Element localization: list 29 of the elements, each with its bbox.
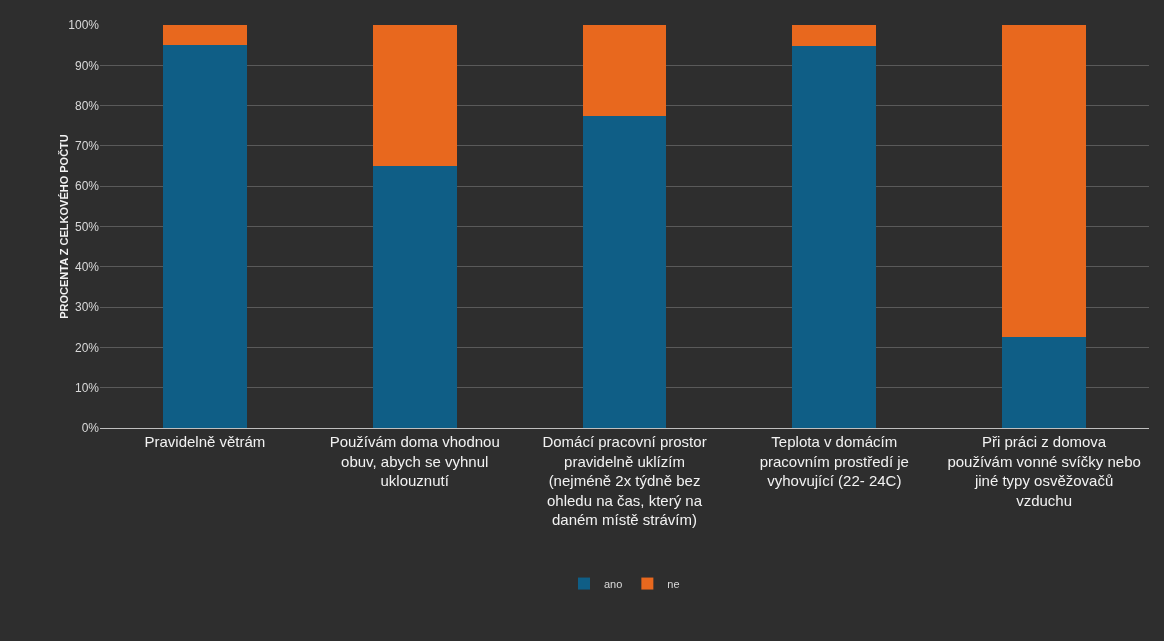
y-tick-label: 90% xyxy=(74,58,100,73)
bar xyxy=(162,45,247,428)
y-tick-label: 100% xyxy=(68,18,100,33)
bar xyxy=(582,115,667,428)
bar xyxy=(792,25,877,47)
y-tick-label: 60% xyxy=(74,179,100,194)
y-tick-label: 0% xyxy=(81,421,100,436)
x-tick-label: Domácí pracovní prostor pravidelně uklízím (nejméně 2x týdně bez ohledu na čas, který na daném místě strávím) xyxy=(542,433,707,528)
y-tick-label: 80% xyxy=(74,98,100,113)
bar xyxy=(582,25,667,116)
y-tick-label: 40% xyxy=(74,260,100,274)
bar xyxy=(372,25,457,167)
legend-label: ano xyxy=(604,577,623,590)
x-tick-label: Teplota v domácím pracovním prostředí je vyhovující (22- 24C) xyxy=(759,433,909,489)
y-tick-label: 50% xyxy=(74,219,100,234)
bar xyxy=(1002,25,1087,338)
x-tick-label: Pravidelně větrám xyxy=(144,433,266,450)
x-tick-label: Používám doma vhodnou obuv, abych se vyhnul uklouznutí xyxy=(329,433,500,489)
y-tick-label: 10% xyxy=(74,380,100,395)
bar xyxy=(1002,337,1087,428)
y-tick-label: 70% xyxy=(74,139,100,154)
y-axis-title: PROCENTA Z CELKOVÉHO POČTU xyxy=(58,134,70,319)
legend-label: ne xyxy=(667,577,680,590)
bar xyxy=(372,166,457,428)
y-tick-label: 20% xyxy=(74,340,100,355)
bar xyxy=(792,46,877,428)
x-tick-label: Při práci z domova používám vonné svíčky nebo jiné typy osvěžovačů vzduchu xyxy=(947,433,1141,509)
bar xyxy=(162,25,247,46)
y-tick-label: 30% xyxy=(74,300,100,315)
